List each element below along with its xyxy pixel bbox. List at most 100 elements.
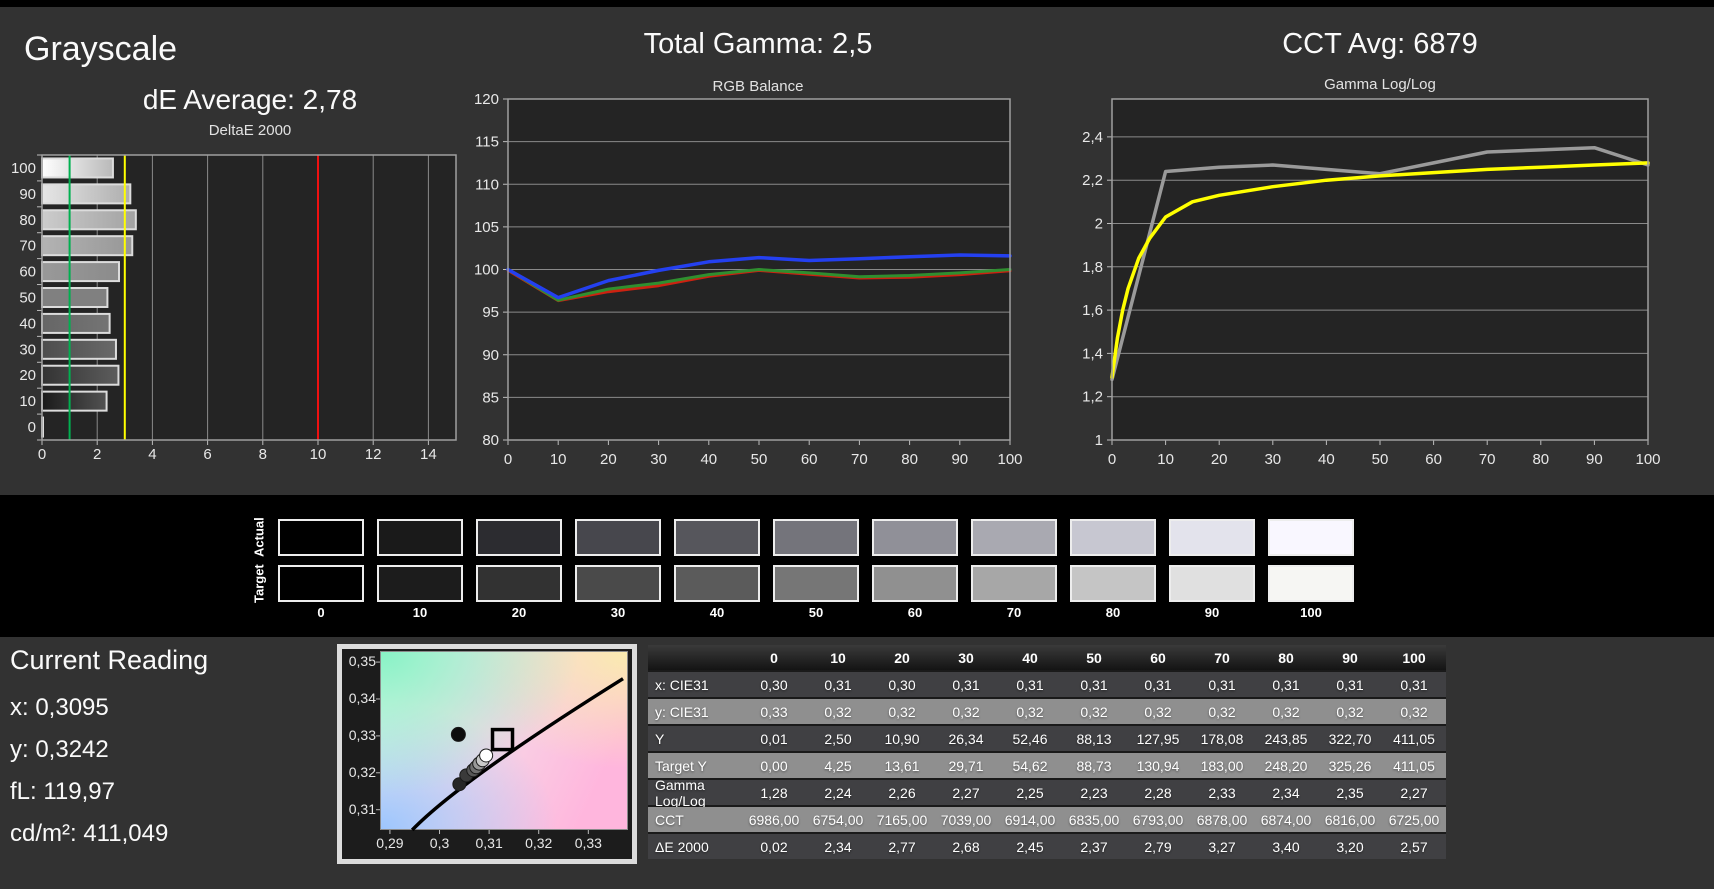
tick-label: 2,4 <box>1082 129 1103 146</box>
table-cell: 0,00 <box>742 753 806 778</box>
table-cell: 0,32 <box>1190 699 1254 724</box>
table-cell: 0,30 <box>742 672 806 697</box>
tick-label: 60 <box>801 451 818 468</box>
actual-swatch-row <box>278 519 1354 556</box>
table-cell: 0,32 <box>934 699 998 724</box>
table-row-label: CCT <box>648 807 742 832</box>
table-cell: 54,62 <box>998 753 1062 778</box>
table-cell: 3,27 <box>1190 834 1254 859</box>
swatch-level-80: 80 <box>1105 605 1121 620</box>
table-cell: 6793,00 <box>1126 807 1190 832</box>
cct-avg-title: CCT Avg: 6879 <box>1282 28 1478 60</box>
table-cell: 0,31 <box>1062 672 1126 697</box>
cie-xtick: 0,3 <box>429 835 450 851</box>
tick-label: 80 <box>482 432 499 449</box>
gamma-loglog-chart: 1 1,2 1,4 1,6 1,8 2 2,2 2,4 0 10 20 30 40 50 60 70 80 90 1… <box>1082 98 1661 468</box>
cie-ytick: 0,32 <box>348 763 376 780</box>
target-swatch-90 <box>1169 565 1255 602</box>
tick-label: 40 <box>1318 451 1335 468</box>
actual-swatch-80 <box>1070 519 1156 556</box>
tick-label: 14 <box>420 446 437 463</box>
table-cell: 7039,00 <box>934 807 998 832</box>
table-cell: 10,90 <box>870 726 934 751</box>
table-cell: 3,20 <box>1318 834 1382 859</box>
target-swatch-50 <box>773 565 859 602</box>
tick-label: 30 <box>1264 451 1281 468</box>
table-cell: 88,13 <box>1062 726 1126 751</box>
target-swatch-70 <box>971 565 1057 602</box>
grayscale-swatch-band: Actual Target 0 10 20 30 40 50 60 70 80 90 100 <box>0 495 1714 637</box>
total-gamma-title: Total Gamma: 2,5 <box>643 28 873 60</box>
tick-label: 2,2 <box>1082 172 1103 189</box>
series-blue <box>506 253 1012 300</box>
tick-label: 85 <box>482 389 499 406</box>
plot-area <box>1112 99 1648 440</box>
table-col-header-20: 20 <box>870 645 934 670</box>
actual-swatch-30 <box>575 519 661 556</box>
tick-label: 50 <box>751 451 768 468</box>
tick-label: 30 <box>19 341 36 358</box>
target-swatch-20 <box>476 565 562 602</box>
table-cell: 0,31 <box>1190 672 1254 697</box>
swatch-level-100: 100 <box>1300 605 1322 620</box>
table-cell: 0,01 <box>742 726 806 751</box>
tick-label: 2 <box>1095 215 1103 232</box>
reading-y: y: 0,3242 <box>10 736 109 763</box>
table-cell: 0,32 <box>806 699 870 724</box>
rgb-balance-chart-title: RGB Balance <box>712 78 804 95</box>
table-cell: 2,23 <box>1062 780 1126 805</box>
tick-label: 95 <box>482 304 499 321</box>
tick-label: 8 <box>259 446 267 463</box>
tick-label: 70 <box>851 451 868 468</box>
tick-label: 60 <box>1425 451 1442 468</box>
cie-ytick: 0,34 <box>348 689 376 706</box>
table-corner-header <box>648 645 742 670</box>
table-row-label: Y <box>648 726 742 751</box>
swatch-level-labels: 0 10 20 30 40 50 60 70 80 90 100 <box>278 605 1354 620</box>
bar-20 <box>41 364 120 386</box>
tick-label: 40 <box>19 315 36 332</box>
table-cell: 0,30 <box>870 672 934 697</box>
table-cell: 2,27 <box>1382 780 1446 805</box>
table-cell: 2,24 <box>806 780 870 805</box>
table-col-header-100: 100 <box>1382 645 1446 670</box>
actual-row-label: Actual <box>251 517 267 558</box>
table-cell: 0,32 <box>998 699 1062 724</box>
table-cell: 6725,00 <box>1382 807 1446 832</box>
table-cell: 2,79 <box>1126 834 1190 859</box>
tick-label: 80 <box>1532 451 1549 468</box>
reading-fl: fL: 119,97 <box>10 778 115 805</box>
actual-swatch-10 <box>377 519 463 556</box>
tick-label: 120 <box>474 91 499 108</box>
table-cell: 248,20 <box>1254 753 1318 778</box>
target-swatch-80 <box>1070 565 1156 602</box>
cie-overlay <box>376 661 624 834</box>
table-cell: 26,34 <box>934 726 998 751</box>
table-col-header-90: 90 <box>1318 645 1382 670</box>
table-cell: 0,31 <box>998 672 1062 697</box>
tick-label: 2 <box>93 446 101 463</box>
swatch-level-30: 30 <box>610 605 626 620</box>
table-cell: 411,05 <box>1382 726 1446 751</box>
tick-label: 1,2 <box>1082 389 1103 406</box>
tick-label: 10 <box>310 446 327 463</box>
table-col-header-80: 80 <box>1254 645 1318 670</box>
table-cell: 2,57 <box>1382 834 1446 859</box>
cie-ytick: 0,31 <box>348 800 376 817</box>
bar-80 <box>41 209 137 231</box>
daylight-locus-curve <box>410 677 624 832</box>
table-col-header-60: 60 <box>1126 645 1190 670</box>
table-cell: 0,31 <box>1126 672 1190 697</box>
table-cell: 88,73 <box>1062 753 1126 778</box>
tick-label: 0 <box>1108 451 1116 468</box>
table-cell: 0,32 <box>1254 699 1318 724</box>
actual-swatch-100 <box>1268 519 1354 556</box>
table-cell: 0,33 <box>742 699 806 724</box>
table-cell: 0,32 <box>1062 699 1126 724</box>
table-cell: 2,34 <box>806 834 870 859</box>
tick-label: 20 <box>600 451 617 468</box>
tick-label: 10 <box>550 451 567 468</box>
cie-xtick: 0,29 <box>376 835 404 851</box>
bar-60 <box>41 261 121 283</box>
table-cell: 130,94 <box>1126 753 1190 778</box>
